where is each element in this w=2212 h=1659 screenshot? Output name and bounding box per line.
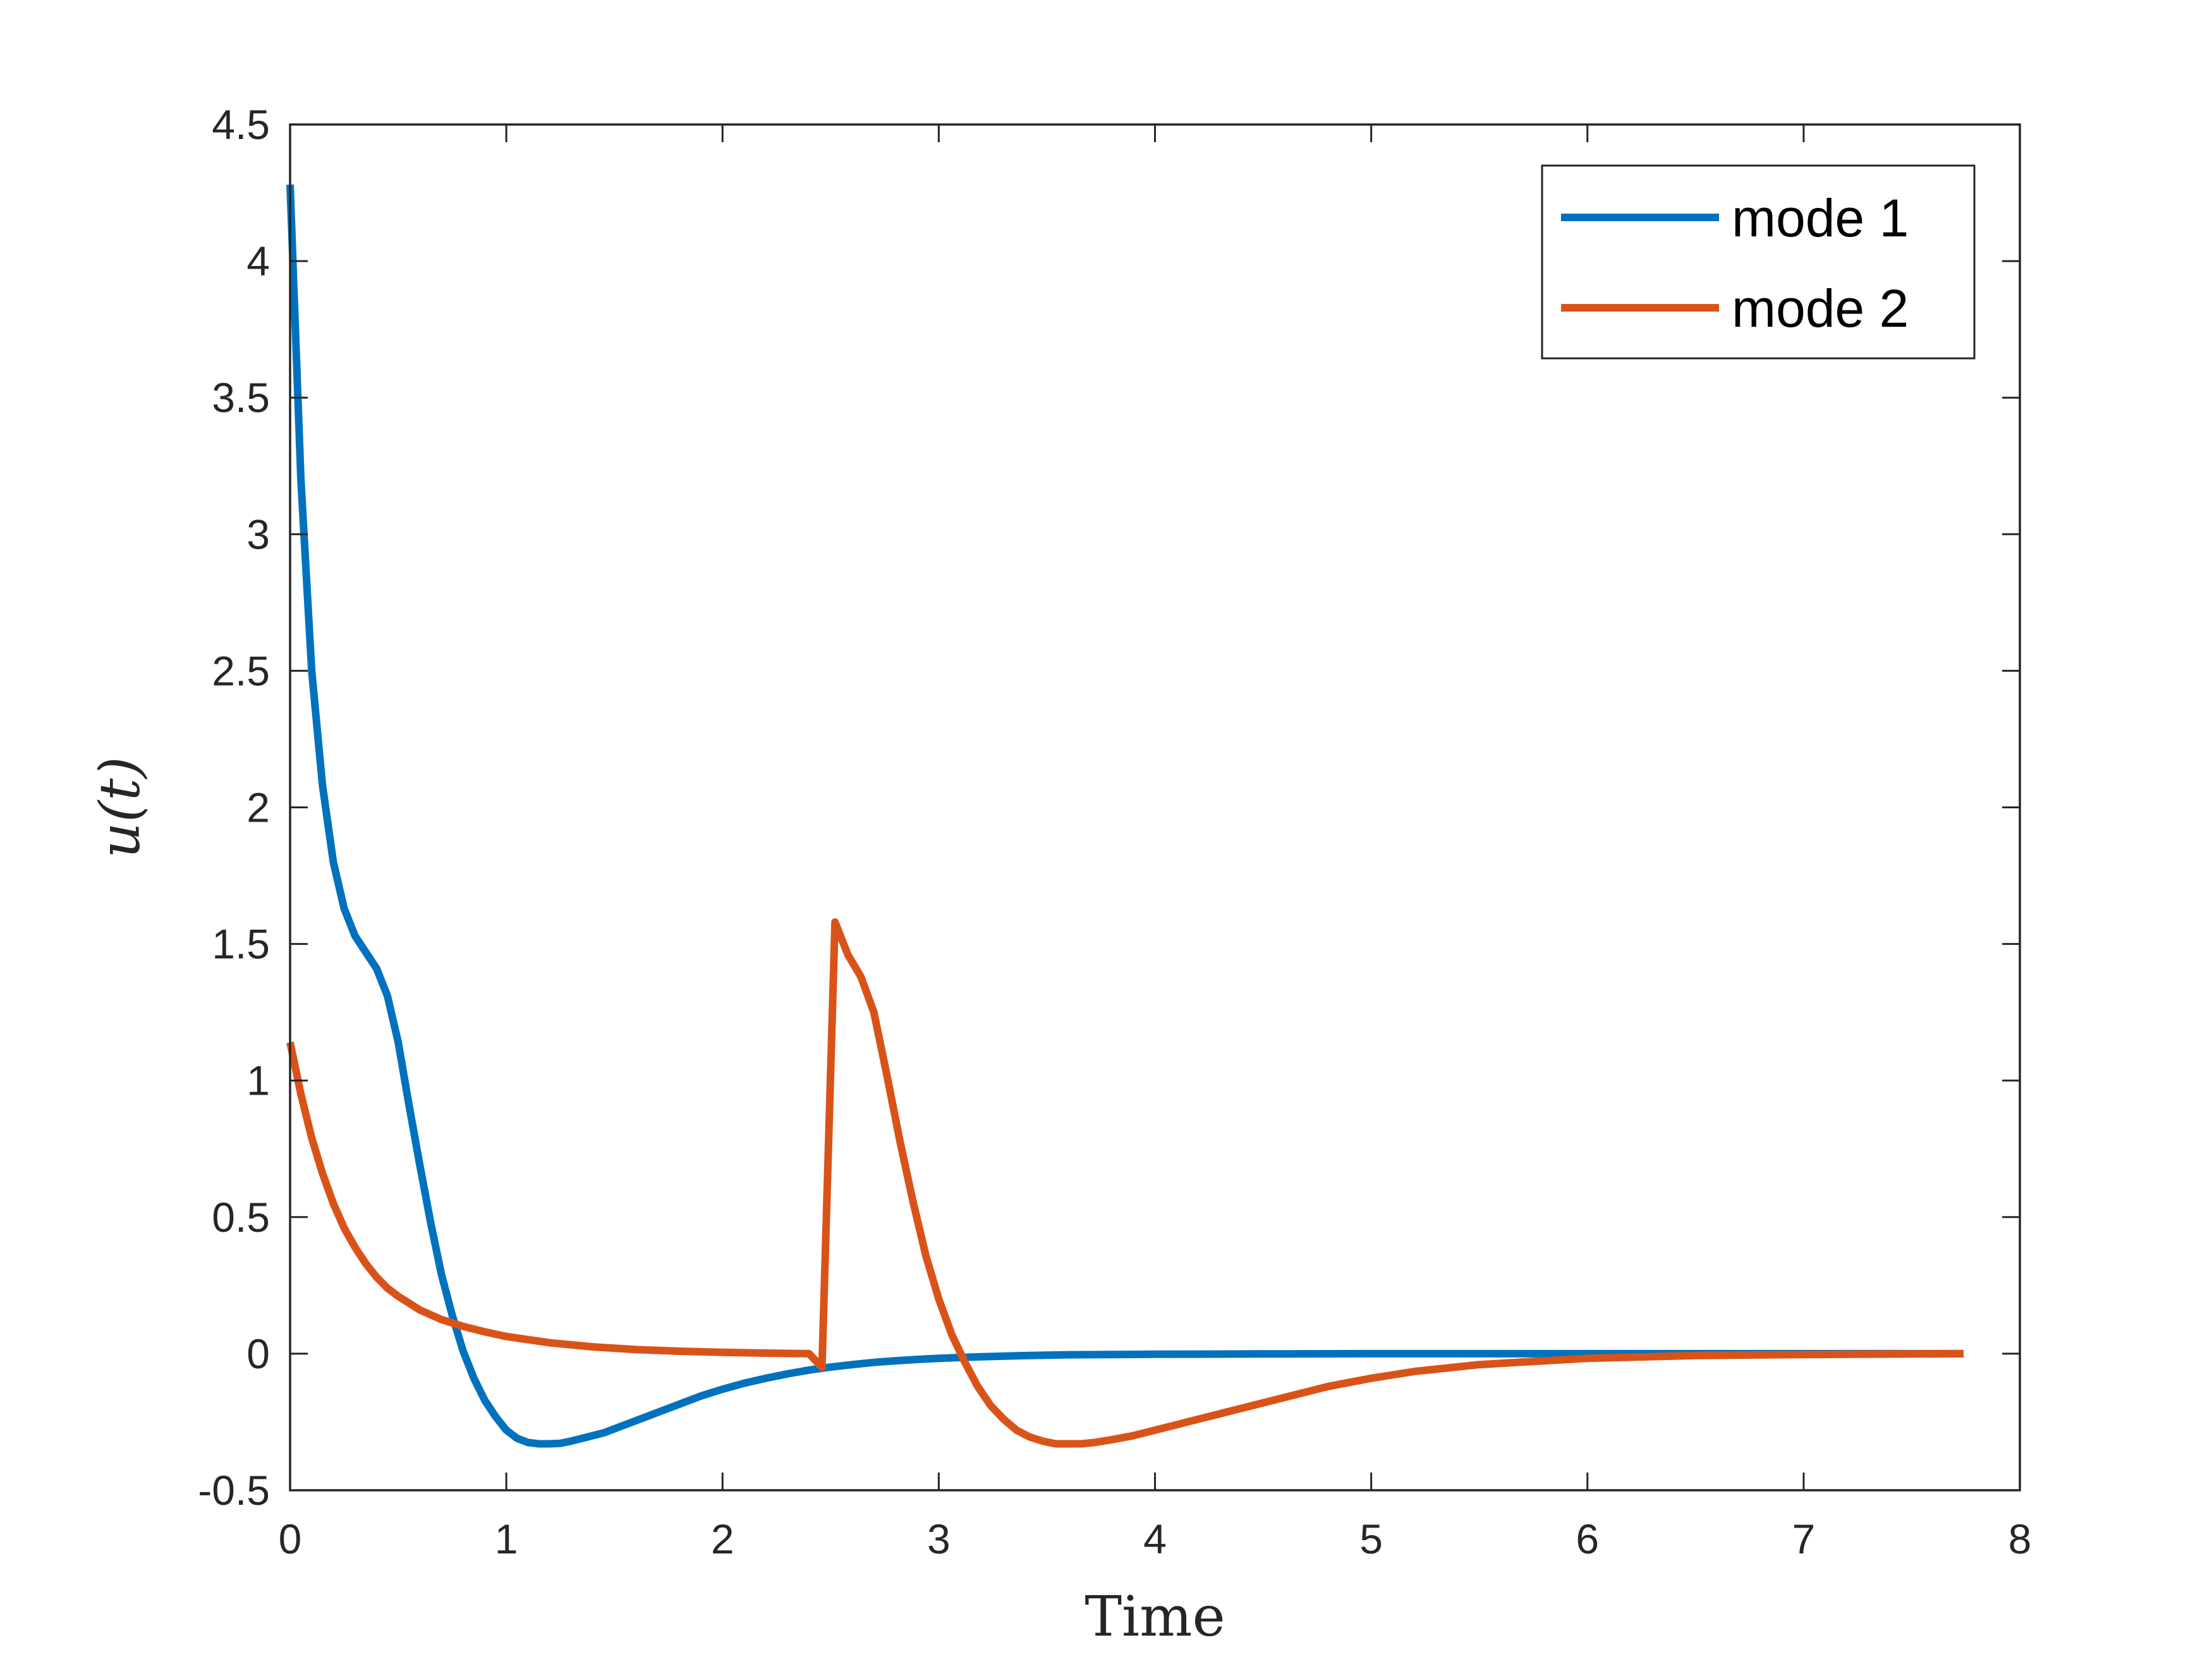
legend-box: [1541, 164, 1976, 360]
legend-entry-mode-1: mode 1: [1732, 188, 1909, 248]
x-tick-label: 7: [1792, 1516, 1816, 1562]
y-tick-label: 1: [246, 1057, 270, 1104]
legend-entry-mode-2: mode 2: [1732, 279, 1909, 338]
x-tick-label: 0: [279, 1516, 302, 1562]
axis-ticks: 0 1 2 3 4 5 6 7 8-0.500.511.522.533.544.5: [198, 101, 2031, 1562]
x-tick-label: 1: [495, 1516, 518, 1562]
y-tick-label: 2.5: [212, 647, 270, 694]
y-tick-label: -0.5: [198, 1467, 270, 1514]
y-tick-label: 2: [246, 784, 270, 831]
y-tick-label: 3: [246, 511, 270, 557]
y-tick-label: 3.5: [212, 374, 270, 421]
y-tick-label: 4: [246, 238, 270, 284]
x-axis-label: Time: [1085, 1584, 1225, 1649]
series-line-2: [286, 918, 1964, 1448]
y-tick-label: 1.5: [212, 921, 270, 968]
series-line-1: [286, 184, 1964, 1448]
y-tick-label: 4.5: [212, 101, 270, 148]
x-tick-label: 8: [2008, 1516, 2032, 1562]
series-lines: [286, 184, 1964, 1448]
x-tick-label: 6: [1576, 1516, 1599, 1562]
legend: mode 1 mode 2: [1541, 164, 1976, 360]
y-tick-label: 0: [246, 1330, 270, 1377]
y-tick-label: 0.5: [212, 1194, 270, 1241]
y-axis-label: u(t): [87, 757, 152, 858]
x-tick-label: 5: [1359, 1516, 1383, 1562]
x-tick-label: 3: [927, 1516, 951, 1562]
x-tick-label: 2: [711, 1516, 734, 1562]
x-tick-label: 4: [1143, 1516, 1167, 1562]
